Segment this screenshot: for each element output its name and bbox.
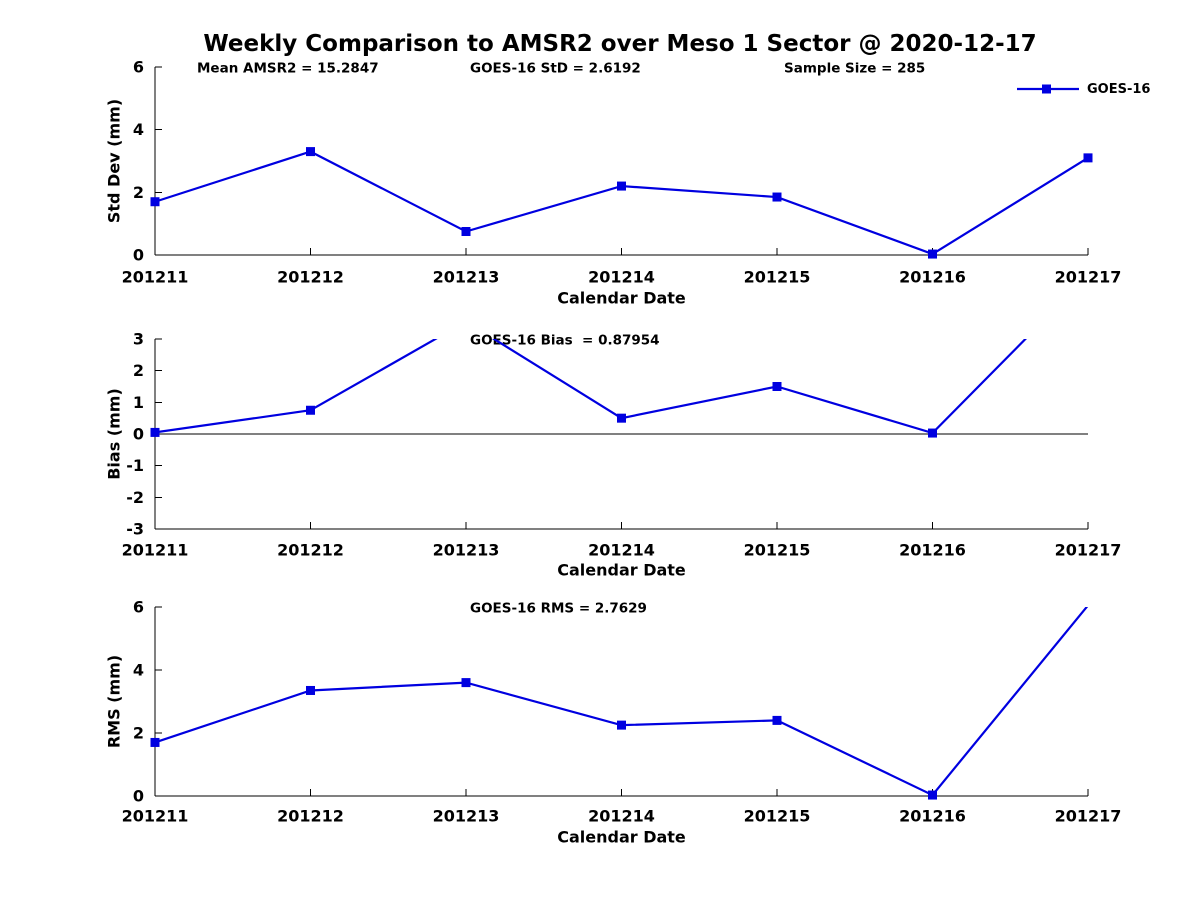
x-tick-label: 201214 xyxy=(588,807,655,826)
subplot-rms: 0 2 4 6 201211 201212 201213 201214 201215 201216… xyxy=(105,598,1122,847)
x-tick-label: 201217 xyxy=(1055,807,1122,826)
series-line xyxy=(155,150,1088,255)
data-point-marker xyxy=(928,428,937,438)
data-point-marker xyxy=(306,405,315,415)
x-tick-label: 201212 xyxy=(277,268,344,287)
data-point-marker xyxy=(306,147,315,157)
annotation-text: Sample Size = 285 xyxy=(784,61,925,77)
y-tick-label: 1 xyxy=(133,393,144,412)
y-axis-label: Bias (mm) xyxy=(105,388,124,480)
y-tick-label: 4 xyxy=(133,661,144,680)
y-tick-label: 2 xyxy=(133,724,144,743)
data-point-marker xyxy=(306,685,315,695)
data-point-marker xyxy=(772,192,782,202)
x-tick-label: 201214 xyxy=(588,268,655,287)
y-tick-label: 0 xyxy=(133,787,144,806)
series-line xyxy=(155,607,1088,796)
y-tick-label: 0 xyxy=(133,425,144,444)
y-tick-label: 6 xyxy=(133,58,144,77)
subplot-bias: -3 -2 -1 0 1 2 3 201211 201212 201213 201214 201215… xyxy=(105,330,1122,580)
y-axis-label: RMS (mm) xyxy=(105,655,124,748)
data-point-marker xyxy=(928,249,937,259)
x-tick-label: 201212 xyxy=(277,807,344,826)
subplot-std-dev: 0 2 4 6 201211 201212 201213 201214 201215 201216… xyxy=(105,58,1122,308)
y-tick-label: 2 xyxy=(133,361,144,380)
y-axis-label: Std Dev (mm) xyxy=(105,99,124,223)
y-tick-label: 2 xyxy=(133,183,144,202)
x-tick-label: 201216 xyxy=(899,268,966,287)
x-tick-label: 201211 xyxy=(122,268,189,287)
x-tick-label: 201217 xyxy=(1055,268,1122,287)
x-axis-label: Calendar Date xyxy=(557,828,686,847)
x-tick-label: 201214 xyxy=(588,541,655,560)
y-tick-label: 0 xyxy=(133,246,144,265)
x-tick-label: 201213 xyxy=(433,541,500,560)
x-tick-label: 201215 xyxy=(744,807,811,826)
y-tick-label: -3 xyxy=(126,520,144,539)
y-tick-label: 6 xyxy=(133,598,144,617)
data-point-marker xyxy=(617,413,626,423)
data-point-marker xyxy=(772,715,782,725)
legend-line-swatch xyxy=(1017,84,1079,94)
data-point-marker xyxy=(617,720,626,730)
annotation-text: GOES-16 Bias = 0.87954 xyxy=(470,333,660,349)
data-point-marker xyxy=(150,197,160,207)
data-point-marker xyxy=(1083,153,1093,163)
x-tick-label: 201215 xyxy=(744,541,811,560)
y-tick-label: 4 xyxy=(133,120,144,139)
x-tick-label: 201213 xyxy=(433,807,500,826)
x-tick-label: 201217 xyxy=(1055,541,1122,560)
x-tick-label: 201211 xyxy=(122,807,189,826)
legend: GOES-16 xyxy=(1016,81,1150,97)
x-tick-label: 201215 xyxy=(744,268,811,287)
y-tick-label: -1 xyxy=(126,456,144,475)
legend-square-marker-icon xyxy=(1042,84,1051,94)
chart-title: Weekly Comparison to AMSR2 over Meso 1 S… xyxy=(203,31,1037,57)
data-point-marker xyxy=(461,678,471,688)
annotation-text: GOES-16 StD = 2.6192 xyxy=(470,61,641,77)
x-tick-label: 201212 xyxy=(277,541,344,560)
y-tick-label: -2 xyxy=(126,488,144,507)
x-tick-label: 201216 xyxy=(899,807,966,826)
x-axis-label: Calendar Date xyxy=(557,289,686,308)
y-tick-label: 3 xyxy=(133,330,144,349)
data-point-marker xyxy=(617,181,626,191)
x-tick-label: 201216 xyxy=(899,541,966,560)
data-point-marker xyxy=(772,382,782,391)
x-tick-label: 201211 xyxy=(122,541,189,560)
data-point-marker xyxy=(928,790,937,800)
annotation-text: GOES-16 RMS = 2.7629 xyxy=(470,601,647,617)
annotation-text: Mean AMSR2 = 15.2847 xyxy=(197,61,379,77)
x-axis-label: Calendar Date xyxy=(557,561,686,580)
x-tick-label: 201213 xyxy=(433,268,500,287)
data-point-marker xyxy=(461,227,471,236)
legend-label: GOES-16 xyxy=(1087,81,1151,97)
data-point-marker xyxy=(150,737,160,747)
data-point-marker xyxy=(150,427,160,437)
